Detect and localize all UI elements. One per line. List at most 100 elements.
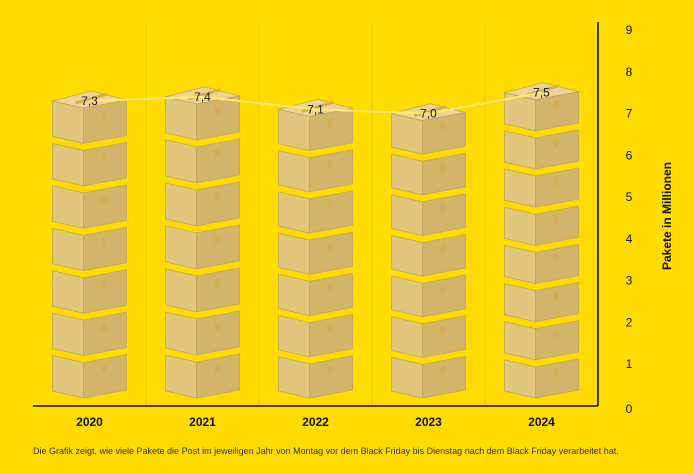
box-tape: [327, 242, 333, 251]
y-tick-label: 9: [626, 23, 633, 37]
box-tape: [327, 160, 333, 169]
box-tape: [553, 291, 559, 300]
box-tape: [214, 106, 220, 115]
box-face-left: [52, 100, 84, 144]
box-face-left: [278, 232, 310, 275]
box-face-left: [504, 130, 536, 170]
x-tick-label: 2020: [76, 415, 103, 429]
box-face-left: [391, 153, 423, 196]
box-tape: [327, 324, 333, 333]
box-face-right: [196, 224, 240, 270]
lid-tape: [301, 100, 334, 113]
box-face-left: [165, 311, 197, 356]
box-face-left: [278, 356, 310, 399]
data-label: 7,3: [81, 94, 98, 108]
box-face-right: [83, 311, 127, 357]
box-face-right: [422, 274, 466, 318]
y-tick-label: 2: [626, 315, 633, 329]
x-tick-label: 2023: [415, 415, 442, 429]
y-tick-label: 3: [626, 274, 633, 288]
box-face-left: [278, 273, 310, 317]
box-tape: [327, 283, 333, 292]
box-face-left: [278, 150, 310, 193]
box-face-right: [83, 354, 127, 399]
box-tape: [101, 153, 107, 162]
data-label: 7,1: [307, 102, 324, 116]
box-tape: [101, 195, 107, 204]
box-tape: [101, 280, 107, 289]
bar-2024: [504, 82, 579, 399]
box-face-left: [504, 282, 536, 323]
box-face-right: [196, 138, 240, 184]
box-face-right: [309, 314, 353, 358]
box-face-right: [83, 141, 127, 187]
box-tape: [440, 163, 446, 172]
y-tick-label: 8: [626, 65, 633, 79]
box-face-left: [504, 206, 536, 246]
box-face-left: [165, 182, 197, 227]
box-face-right: [422, 355, 466, 399]
box-face-right: [196, 353, 240, 399]
box-face-right: [422, 152, 466, 196]
lid-tape: [75, 92, 108, 105]
bar-2020: [52, 90, 127, 399]
box-face-left: [391, 194, 423, 236]
box-face-right: [309, 355, 353, 399]
bar-2022: [278, 98, 353, 399]
box-face-left: [165, 268, 197, 313]
box-face-left: [52, 312, 84, 357]
box-face-right: [309, 231, 353, 275]
y-tick-label: 5: [626, 190, 633, 204]
box-tape: [214, 149, 220, 158]
box-face-left: [165, 139, 197, 184]
box-face-left: [504, 168, 536, 208]
x-tick-label: 2024: [528, 415, 555, 429]
box-face-left: [165, 354, 197, 399]
data-label: 7,4: [194, 90, 211, 104]
box-tape: [214, 365, 220, 374]
box-face-left: [504, 321, 536, 361]
box-tape: [440, 204, 446, 213]
box-tape: [327, 201, 333, 210]
box-face-left: [278, 315, 310, 358]
box-face-right: [535, 205, 579, 246]
box-tape: [101, 322, 107, 331]
box-tape: [214, 192, 220, 201]
box-face-left: [391, 356, 423, 399]
chart-caption: Die Grafik zeigt, wie viele Pakete die P…: [33, 446, 619, 456]
box-face-left: [165, 96, 197, 141]
box-face-left: [278, 191, 310, 234]
box-tape: [101, 365, 107, 374]
x-tick-label: 2021: [189, 415, 216, 429]
x-tick-label: 2022: [302, 415, 329, 429]
box-face-left: [52, 142, 84, 187]
box-tape: [327, 118, 333, 127]
box-face-left: [391, 275, 423, 318]
bar-2021: [165, 86, 240, 399]
box-tape: [327, 366, 333, 375]
box-face-left: [52, 227, 84, 272]
box-face-right: [83, 269, 127, 314]
box-tape: [440, 285, 446, 294]
box-face-right: [83, 226, 127, 272]
box-tape: [553, 101, 559, 110]
box-face-right: [422, 233, 466, 277]
box-tape: [101, 110, 107, 119]
box-tape: [214, 322, 220, 331]
box-face-right: [196, 181, 240, 227]
box-face-right: [83, 184, 127, 229]
trend-line: [89, 91, 542, 115]
box-tape: [214, 235, 220, 244]
box-face-right: [535, 282, 579, 323]
box-tape: [553, 253, 559, 262]
box-tape: [553, 368, 559, 377]
box-face-right: [196, 310, 240, 356]
box-face-right: [535, 320, 579, 361]
box-face-right: [535, 167, 579, 208]
box-face-left: [52, 355, 84, 399]
box-face-left: [504, 359, 536, 399]
box-face-left: [52, 270, 84, 314]
y-tick-label: 4: [626, 232, 633, 246]
